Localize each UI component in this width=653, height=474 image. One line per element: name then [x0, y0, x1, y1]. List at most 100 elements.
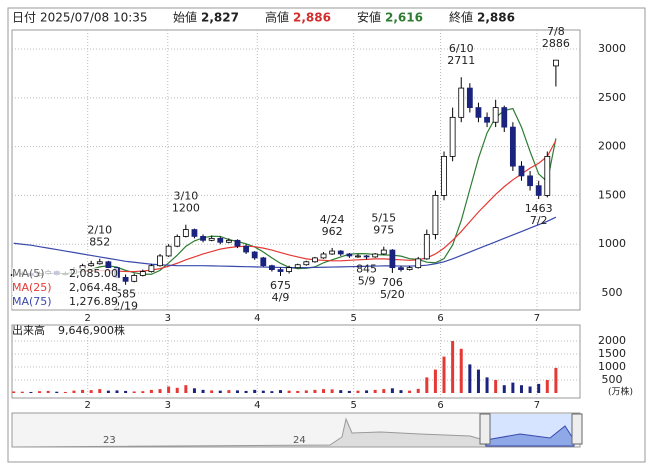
candle-body	[200, 236, 206, 241]
x-tick-label: 4	[254, 400, 260, 411]
volume-bar	[373, 389, 377, 393]
candle-body	[303, 261, 310, 266]
x-tick-label: 2	[85, 400, 91, 411]
candle-body	[105, 261, 112, 269]
y-tick-label: 500	[602, 373, 623, 386]
volume-bar	[296, 390, 300, 393]
candle-body	[527, 175, 533, 187]
candle-body	[277, 269, 284, 272]
legend-name: MA(75)	[12, 295, 52, 308]
legend-bg	[12, 268, 118, 281]
y-tick-label: 2500	[598, 91, 626, 104]
volume-bar	[20, 391, 24, 393]
annotation-date: 4/24	[320, 213, 345, 226]
candle-body	[492, 107, 499, 123]
header: 日付 2025/07/08 10:35 始値 2,827 高値 2,886 安値…	[12, 10, 515, 25]
candle-body	[131, 275, 138, 282]
x-tick-label: 6	[437, 313, 443, 324]
candle-body	[553, 59, 559, 67]
volume-bar	[399, 390, 403, 393]
ma-line	[82, 140, 557, 273]
annotation-date: 2/19	[113, 300, 138, 313]
volume-bar	[210, 390, 214, 393]
volume-bar	[459, 348, 463, 393]
x-tick-label: 3	[165, 313, 171, 324]
candle-body	[312, 257, 318, 263]
candle-body	[234, 239, 241, 247]
candle-body	[466, 87, 473, 108]
y-tick-label: 2000	[598, 140, 626, 153]
volume-bar	[253, 389, 257, 393]
volume-bar	[167, 386, 171, 393]
volume-bar	[382, 389, 386, 393]
x-tick-label: 5	[350, 313, 356, 324]
navigator-handle[interactable]	[479, 413, 491, 445]
annotation-date: 5/15	[371, 212, 396, 225]
x-tick-label: 7	[534, 313, 540, 324]
volume-bar	[115, 390, 119, 393]
volume-unit: (万株)	[608, 386, 633, 398]
candle-body	[182, 229, 189, 237]
candle-body	[174, 236, 181, 247]
navigator-label: 23	[103, 435, 116, 446]
volume-bar	[227, 390, 231, 393]
candle-body	[372, 253, 379, 258]
volume-bar	[502, 385, 506, 393]
open: 2,827	[201, 11, 239, 25]
volume-bar	[46, 390, 50, 393]
annotation-price: 2886	[542, 37, 570, 50]
volume-bar	[537, 383, 541, 393]
volume-bar	[192, 388, 196, 393]
y-tick-label: 3000	[598, 42, 626, 55]
low-label: 安値	[357, 10, 381, 25]
volume-bar	[494, 379, 498, 393]
y-tick-label: 1000	[598, 360, 626, 373]
navigator-window-history	[485, 425, 575, 447]
candle-body	[398, 267, 404, 270]
legend-name: MA(25)	[12, 281, 52, 294]
volume-bar	[416, 388, 420, 393]
candle-body	[269, 265, 275, 270]
candle-body	[88, 263, 95, 267]
volume-bar	[433, 369, 437, 393]
y-tick-label: 1000	[598, 237, 626, 250]
ma-line	[13, 216, 557, 269]
volume-bar	[235, 390, 239, 393]
price-panel	[11, 29, 581, 311]
volume-bar	[124, 390, 128, 393]
candle-body	[148, 265, 155, 272]
candle-body	[518, 165, 525, 177]
annotation-date: 5/20	[380, 288, 405, 301]
candle-body	[208, 237, 215, 241]
annotation-price: 706	[382, 276, 403, 289]
volume-bar	[218, 390, 222, 393]
volume-bar	[132, 391, 136, 393]
annotation-price: 962	[322, 225, 343, 238]
ma-line	[48, 107, 557, 275]
close: 2,886	[477, 11, 515, 25]
navigator-label: 24	[293, 435, 306, 446]
annotation-price: 852	[89, 236, 110, 249]
candle-body	[346, 253, 353, 257]
candle-body	[294, 264, 301, 269]
annotation-price: 1463	[525, 202, 553, 215]
candle-body	[139, 271, 146, 276]
annotation-price: 975	[373, 224, 394, 237]
x-tick-label: 4	[254, 313, 260, 324]
volume-bar	[38, 391, 42, 393]
volume-bar	[141, 391, 145, 393]
candle-body	[535, 185, 542, 196]
volume-bar	[98, 389, 102, 393]
volume-bar	[476, 369, 480, 393]
volume-bar	[184, 385, 188, 393]
legend-bg	[12, 296, 118, 309]
close-label: 終値	[449, 10, 473, 25]
candle-body	[406, 267, 413, 270]
x-tick-label: 5	[350, 400, 356, 411]
y-tick-label: 1500	[598, 347, 626, 360]
annotation-price: 2711	[447, 54, 475, 67]
volume-bar	[425, 377, 429, 393]
candle-body	[243, 245, 249, 253]
navigator-handle[interactable]	[571, 413, 583, 445]
volume-bar	[390, 388, 394, 393]
